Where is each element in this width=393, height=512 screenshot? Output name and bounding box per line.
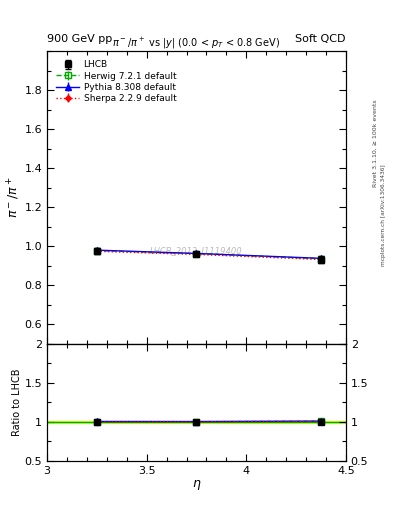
X-axis label: $\eta$: $\eta$ [192, 478, 201, 493]
Y-axis label: $\pi^-/\pi^+$: $\pi^-/\pi^+$ [6, 177, 22, 218]
Text: mcplots.cern.ch [arXiv:1306.3436]: mcplots.cern.ch [arXiv:1306.3436] [381, 164, 386, 266]
Title: $\pi^-/\pi^+$ vs $|y|$ (0.0 < $p_T$ < 0.8 GeV): $\pi^-/\pi^+$ vs $|y|$ (0.0 < $p_T$ < 0.… [112, 36, 281, 51]
Text: 900 GeV pp: 900 GeV pp [47, 33, 112, 44]
Bar [47, 421, 346, 423]
Text: Soft QCD: Soft QCD [296, 33, 346, 44]
Text: LHCB_2012_I1119400: LHCB_2012_I1119400 [150, 246, 243, 254]
Text: Rivet 3.1.10, ≥ 100k events: Rivet 3.1.10, ≥ 100k events [373, 99, 378, 187]
Legend: LHCB, Herwig 7.2.1 default, Pythia 8.308 default, Sherpa 2.2.9 default: LHCB, Herwig 7.2.1 default, Pythia 8.308… [55, 59, 178, 105]
Y-axis label: Ratio to LHCB: Ratio to LHCB [12, 369, 22, 436]
